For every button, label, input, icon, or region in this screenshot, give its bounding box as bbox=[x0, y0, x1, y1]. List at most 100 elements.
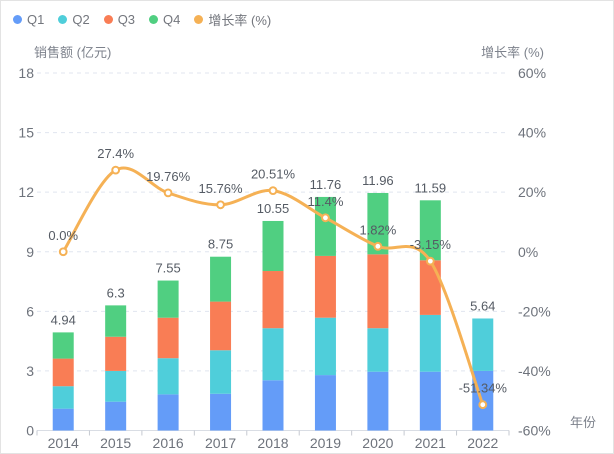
legend-dot bbox=[149, 15, 159, 24]
x-axis-category-label: 2018 bbox=[257, 435, 288, 451]
bar-segment-q1-2019[interactable] bbox=[314, 375, 336, 431]
right-axis-tick-label: -20% bbox=[518, 303, 551, 319]
x-axis-category-label: 2015 bbox=[100, 435, 131, 451]
left-axis-tick-label: 12 bbox=[18, 184, 34, 200]
bar-segment-q4-2016[interactable] bbox=[157, 280, 179, 318]
bar-segment-q3-2014[interactable] bbox=[52, 358, 74, 387]
bar-total-label: 8.75 bbox=[208, 237, 233, 252]
left-axis-title: 销售额 (亿元) bbox=[34, 45, 112, 60]
legend-item-q4[interactable]: Q4 bbox=[149, 12, 180, 27]
bar-segment-q1-2016[interactable] bbox=[157, 394, 179, 431]
bar-segment-q2-2014[interactable] bbox=[52, 386, 74, 409]
bar-segment-q2-2021[interactable] bbox=[419, 314, 441, 372]
growth-point-label: 20.51% bbox=[251, 167, 296, 182]
bar-segment-q2-2022[interactable] bbox=[472, 318, 494, 371]
bar-segment-q1-2021[interactable] bbox=[419, 371, 441, 431]
left-axis-tick-label: 18 bbox=[18, 65, 34, 81]
bar-segment-q1-2014[interactable] bbox=[52, 408, 74, 431]
x-axis-category-label: 2019 bbox=[310, 435, 341, 451]
left-axis-tick-label: 6 bbox=[26, 303, 34, 319]
growth-marker-2017[interactable] bbox=[216, 200, 225, 210]
growth-marker-2022[interactable] bbox=[478, 400, 488, 410]
x-axis-category-label: 2022 bbox=[467, 435, 498, 451]
legend-label: Q1 bbox=[27, 12, 45, 27]
bar-total-label: 7.55 bbox=[155, 261, 180, 276]
growth-point-label: 15.76% bbox=[199, 181, 244, 196]
growth-point-label: 0.0% bbox=[48, 228, 78, 243]
legend-item-q2[interactable]: Q2 bbox=[58, 12, 90, 27]
growth-point-label: -51.34% bbox=[459, 381, 508, 396]
right-axis-tick-label: -60% bbox=[518, 423, 551, 439]
bar-total-label: 11.76 bbox=[310, 177, 342, 192]
bar-segment-q3-2015[interactable] bbox=[105, 336, 127, 371]
bar-segment-q2-2018[interactable] bbox=[262, 328, 284, 381]
x-axis-category-label: 2017 bbox=[205, 435, 236, 451]
legend-label: Q3 bbox=[117, 12, 136, 27]
bar-segment-q1-2017[interactable] bbox=[210, 393, 232, 431]
growth-marker-2020[interactable] bbox=[373, 241, 383, 251]
growth-point-label: 27.4% bbox=[97, 146, 134, 161]
legend-item-growth-rate[interactable]: 增长率 (%) bbox=[194, 10, 271, 29]
legend-item-q3[interactable]: Q3 bbox=[103, 12, 136, 27]
bar-total-label: 5.64 bbox=[470, 298, 495, 313]
growth-point-label: 11.4% bbox=[307, 194, 343, 209]
bar-total-label: 10.55 bbox=[257, 201, 290, 216]
bar-total-label: 11.96 bbox=[362, 173, 394, 188]
bar-segment-q4-2015[interactable] bbox=[105, 305, 127, 337]
x-axis-category-label: 2020 bbox=[362, 435, 393, 451]
bar-segment-q1-2015[interactable] bbox=[105, 401, 127, 431]
bar-total-label: 6.3 bbox=[107, 285, 125, 300]
bar-segment-q3-2021[interactable] bbox=[419, 260, 441, 315]
legend-item-q1[interactable]: Q1 bbox=[13, 12, 44, 27]
legend-label: 增长率 (%) bbox=[208, 13, 272, 28]
bar-segment-q3-2018[interactable] bbox=[262, 271, 284, 329]
left-axis-tick-label: 15 bbox=[18, 125, 34, 141]
growth-marker-2016[interactable] bbox=[163, 188, 173, 198]
growth-marker-2018[interactable] bbox=[268, 186, 278, 196]
x-axis-category-label: 2014 bbox=[48, 435, 79, 451]
left-axis-tick-label: 0 bbox=[26, 423, 34, 439]
growth-point-label: -3.15% bbox=[410, 237, 452, 252]
legend-label: Q2 bbox=[72, 12, 90, 27]
bar-segment-q3-2019[interactable] bbox=[314, 255, 336, 318]
bar-segment-q2-2015[interactable] bbox=[105, 370, 127, 402]
bar-segment-q1-2020[interactable] bbox=[367, 371, 389, 431]
legend-label: Q4 bbox=[163, 12, 181, 27]
bar-total-label: 4.94 bbox=[51, 312, 76, 327]
bar-segment-q2-2017[interactable] bbox=[210, 350, 232, 394]
bar-segment-q4-2021[interactable] bbox=[419, 200, 441, 261]
bar-segment-q2-2019[interactable] bbox=[314, 317, 336, 376]
left-axis-tick-label: 9 bbox=[26, 244, 34, 260]
growth-point-label: 1.82% bbox=[359, 222, 396, 237]
bar-segment-q4-2014[interactable] bbox=[52, 332, 74, 359]
bar-total-label: 11.59 bbox=[415, 180, 447, 195]
right-axis-tick-label: 0% bbox=[518, 244, 538, 260]
bar-segment-q1-2018[interactable] bbox=[262, 380, 284, 431]
bar-segment-q4-2019[interactable] bbox=[314, 196, 336, 256]
bar-segment-q2-2016[interactable] bbox=[157, 358, 179, 395]
legend-dot bbox=[58, 15, 68, 24]
bar-segment-q3-2016[interactable] bbox=[157, 317, 179, 359]
bar-segment-q3-2017[interactable] bbox=[210, 301, 232, 351]
bar-segment-q3-2020[interactable] bbox=[367, 254, 389, 329]
bar-segment-q4-2017[interactable] bbox=[210, 256, 232, 302]
legend-dot bbox=[194, 15, 204, 24]
x-axis-category-label: 2016 bbox=[153, 435, 184, 451]
legend: Q1 Q2 Q3 Q4 增长率 (%) bbox=[13, 10, 271, 29]
right-axis-tick-label: 20% bbox=[518, 184, 546, 200]
right-axis-title: 增长率 (%) bbox=[481, 45, 544, 60]
bar-segment-q4-2018[interactable] bbox=[262, 220, 284, 272]
growth-marker-2015[interactable] bbox=[111, 165, 121, 175]
bar-segment-q2-2020[interactable] bbox=[367, 328, 389, 372]
right-axis-tick-label: 60% bbox=[518, 65, 546, 81]
growth-point-label: 19.76% bbox=[146, 169, 191, 184]
growth-marker-2014[interactable] bbox=[58, 247, 68, 257]
legend-dot bbox=[103, 15, 113, 24]
bar-segment-q4-2020[interactable] bbox=[367, 192, 389, 255]
growth-marker-2021[interactable] bbox=[425, 256, 435, 266]
left-axis-tick-label: 3 bbox=[26, 363, 34, 379]
right-axis-tick-label: -40% bbox=[518, 363, 551, 379]
growth-marker-2019[interactable] bbox=[321, 213, 330, 223]
